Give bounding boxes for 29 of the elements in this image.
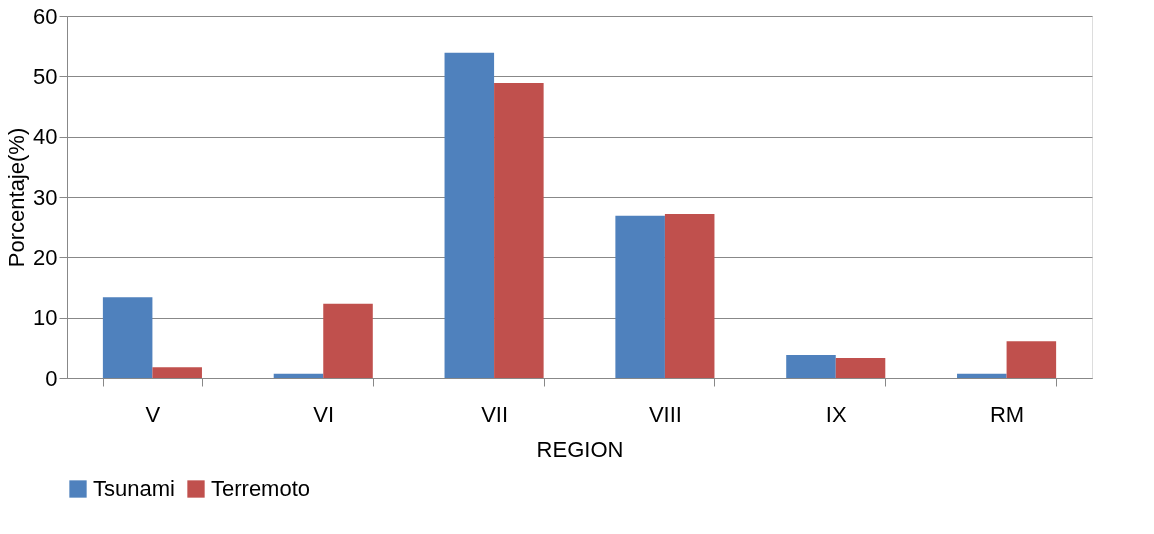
bar bbox=[494, 82, 544, 378]
x-tick-label: V bbox=[145, 401, 161, 427]
x-tick-label: IX bbox=[825, 401, 847, 427]
y-axis-title: Porcentaje(%) bbox=[4, 127, 30, 268]
x-tick-label: VI bbox=[313, 401, 335, 427]
x-axis-title: REGION bbox=[536, 436, 624, 462]
legend-label: Terremoto bbox=[211, 476, 311, 501]
bar bbox=[1006, 341, 1057, 378]
bar bbox=[786, 355, 836, 378]
x-tick-label: VIII bbox=[648, 401, 682, 427]
y-tick-label: 30 bbox=[33, 184, 58, 210]
bar bbox=[273, 373, 324, 378]
x-tick-label: VII bbox=[481, 401, 509, 427]
y-tick-label: 0 bbox=[45, 365, 58, 391]
bar bbox=[615, 215, 665, 378]
y-tick-label: 50 bbox=[33, 63, 58, 89]
y-tick-label: 40 bbox=[33, 124, 58, 150]
bar bbox=[664, 213, 715, 378]
bar bbox=[102, 297, 153, 378]
y-tick-label: 10 bbox=[33, 305, 58, 331]
bar bbox=[835, 358, 886, 378]
bar bbox=[152, 367, 202, 378]
bar bbox=[957, 373, 1007, 378]
legend-label: Tsunami bbox=[93, 476, 175, 501]
x-tick-label: RM bbox=[989, 401, 1025, 427]
bar bbox=[323, 303, 373, 378]
bar bbox=[444, 52, 495, 378]
y-tick-label: 20 bbox=[33, 244, 58, 270]
y-tick-label: 60 bbox=[33, 3, 58, 29]
